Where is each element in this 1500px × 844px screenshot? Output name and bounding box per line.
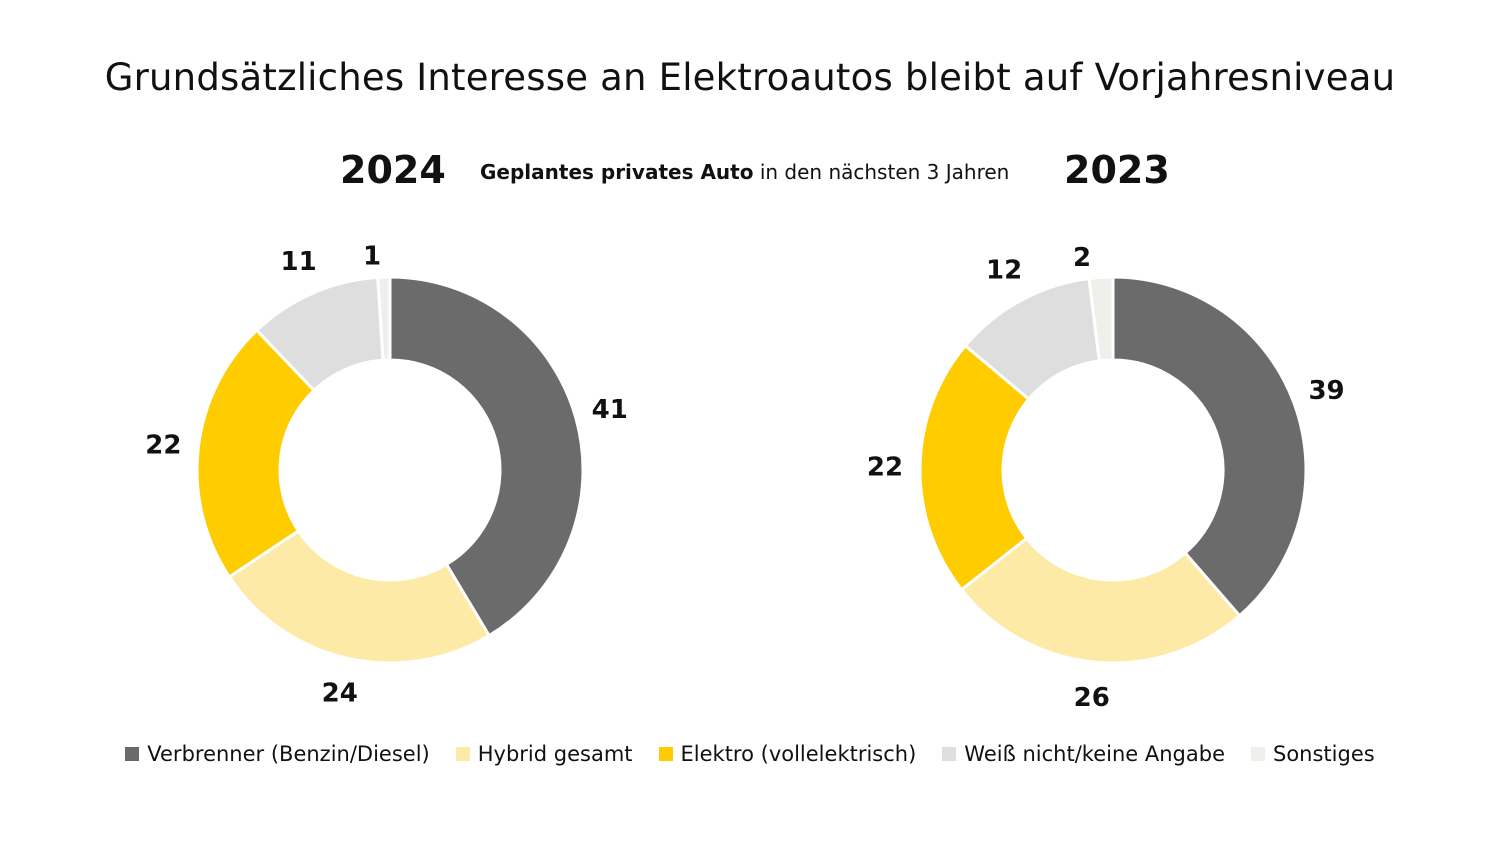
donut-slice-2023-2 bbox=[918, 343, 1031, 592]
legend-item-verbrenner: Verbrenner (Benzin/Diesel) bbox=[125, 742, 430, 766]
donut-slice-2024-0 bbox=[388, 275, 585, 638]
donut-slice-2023-4 bbox=[1087, 275, 1115, 363]
legend-item-weiss-nicht: Weiß nicht/keine Angabe bbox=[942, 742, 1225, 766]
legend-label: Verbrenner (Benzin/Diesel) bbox=[147, 742, 430, 766]
legend-swatch bbox=[658, 747, 673, 761]
data-label-2024-1: 24 bbox=[322, 678, 358, 708]
subtitle-rest: in den nächsten 3 Jahren bbox=[753, 160, 1010, 184]
donut-slice-2024-1 bbox=[227, 528, 492, 665]
data-label-2023-3: 12 bbox=[986, 256, 1022, 286]
legend-label: Elektro (vollelektrisch) bbox=[680, 742, 917, 766]
data-label-2024-0: 41 bbox=[592, 395, 628, 425]
legend-label: Sonstiges bbox=[1273, 742, 1375, 766]
data-label-2023-4: 2 bbox=[1073, 243, 1091, 273]
legend-swatch bbox=[1251, 747, 1265, 761]
data-label-2024-4: 1 bbox=[363, 242, 381, 272]
data-label-2023-2: 22 bbox=[867, 452, 903, 482]
year-label-2024: 2024 bbox=[340, 148, 446, 192]
legend-swatch bbox=[125, 747, 140, 761]
data-label-2023-0: 39 bbox=[1308, 376, 1344, 406]
year-label-2023: 2023 bbox=[1064, 148, 1170, 192]
legend-label: Hybrid gesamt bbox=[477, 742, 633, 766]
donut-slice-2024-4 bbox=[376, 275, 392, 362]
data-label-2024-2: 22 bbox=[145, 431, 181, 461]
donut-slice-2023-1 bbox=[959, 536, 1242, 665]
data-label-2024-3: 11 bbox=[280, 247, 316, 277]
legend-item-hybrid: Hybrid gesamt bbox=[455, 742, 633, 766]
chart-subtitle: Geplantes privates Auto in den nächsten … bbox=[480, 160, 1009, 184]
legend: Verbrenner (Benzin/Diesel) Hybrid gesamt… bbox=[0, 742, 1500, 766]
legend-swatch bbox=[455, 747, 470, 761]
legend-swatch bbox=[942, 747, 957, 761]
subtitle-bold: Geplantes privates Auto bbox=[480, 160, 754, 184]
donut-slice-2024-2 bbox=[195, 328, 317, 579]
data-label-2023-1: 26 bbox=[1074, 683, 1110, 713]
legend-label: Weiß nicht/keine Angabe bbox=[964, 742, 1225, 766]
legend-item-sonstiges: Sonstiges bbox=[1251, 742, 1375, 766]
legend-item-elektro: Elektro (vollelektrisch) bbox=[658, 742, 917, 766]
donut-slice-2023-0 bbox=[1111, 275, 1308, 618]
chart-title: Grundsätzliches Interesse an Elektroauto… bbox=[104, 56, 1396, 99]
